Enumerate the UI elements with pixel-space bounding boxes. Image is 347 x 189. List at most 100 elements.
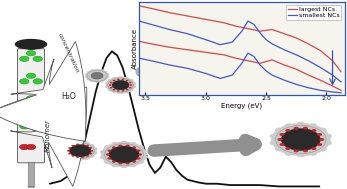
Circle shape (63, 114, 68, 117)
Circle shape (112, 91, 117, 93)
Circle shape (280, 148, 290, 153)
Circle shape (138, 148, 145, 152)
Circle shape (125, 142, 132, 146)
Circle shape (104, 71, 107, 73)
Circle shape (93, 69, 96, 71)
Circle shape (141, 155, 148, 159)
Circle shape (277, 55, 284, 59)
Circle shape (108, 89, 112, 91)
Circle shape (296, 152, 305, 157)
Circle shape (66, 144, 71, 147)
Circle shape (75, 118, 80, 120)
Circle shape (103, 148, 110, 152)
Circle shape (280, 133, 285, 136)
Circle shape (100, 69, 104, 71)
Circle shape (69, 121, 74, 124)
Circle shape (106, 153, 110, 156)
FancyBboxPatch shape (28, 162, 34, 186)
Circle shape (85, 73, 88, 75)
Circle shape (85, 76, 88, 78)
Circle shape (137, 145, 144, 149)
Circle shape (122, 90, 124, 91)
Circle shape (75, 121, 80, 124)
Circle shape (318, 55, 325, 59)
Circle shape (109, 84, 111, 86)
Text: Monomer: Monomer (45, 119, 51, 152)
Circle shape (90, 155, 95, 157)
Circle shape (309, 63, 313, 65)
Circle shape (285, 64, 292, 68)
Circle shape (91, 69, 94, 71)
Circle shape (285, 151, 294, 156)
Circle shape (107, 81, 111, 83)
Circle shape (90, 150, 93, 152)
Circle shape (303, 47, 306, 49)
Circle shape (270, 134, 279, 139)
Circle shape (98, 80, 101, 82)
Circle shape (116, 163, 123, 167)
Circle shape (104, 145, 111, 149)
Circle shape (104, 77, 108, 79)
Circle shape (19, 56, 29, 61)
Circle shape (87, 70, 107, 81)
Circle shape (270, 140, 279, 146)
Circle shape (276, 52, 283, 56)
Circle shape (71, 155, 74, 157)
Circle shape (319, 138, 324, 141)
Circle shape (294, 149, 299, 152)
Circle shape (108, 144, 115, 148)
Circle shape (65, 146, 70, 149)
Circle shape (106, 76, 110, 78)
Circle shape (310, 64, 317, 68)
Circle shape (133, 144, 140, 148)
Circle shape (130, 81, 134, 83)
Circle shape (323, 140, 332, 146)
Circle shape (315, 56, 320, 58)
Circle shape (130, 163, 137, 167)
Circle shape (63, 147, 68, 150)
Circle shape (26, 144, 36, 150)
Circle shape (132, 86, 136, 88)
Circle shape (57, 114, 62, 117)
Circle shape (297, 43, 304, 47)
Circle shape (26, 51, 36, 56)
Circle shape (124, 91, 129, 93)
Circle shape (288, 49, 293, 51)
Circle shape (104, 144, 144, 165)
Circle shape (75, 114, 80, 117)
Circle shape (69, 143, 74, 146)
Circle shape (285, 147, 290, 150)
Circle shape (281, 129, 320, 150)
Circle shape (275, 146, 284, 152)
Circle shape (63, 118, 68, 120)
Circle shape (118, 76, 123, 79)
Circle shape (89, 70, 93, 72)
Circle shape (279, 60, 286, 64)
Circle shape (71, 157, 76, 160)
Circle shape (285, 129, 290, 132)
Circle shape (81, 157, 86, 160)
Circle shape (275, 128, 284, 133)
Circle shape (308, 151, 317, 156)
Circle shape (315, 50, 323, 54)
Circle shape (315, 60, 323, 64)
Circle shape (126, 162, 129, 164)
Circle shape (63, 121, 68, 124)
Circle shape (108, 149, 111, 152)
Circle shape (113, 89, 115, 90)
Circle shape (296, 122, 305, 127)
Circle shape (126, 78, 131, 81)
Circle shape (86, 145, 89, 146)
Circle shape (95, 69, 99, 71)
Circle shape (19, 144, 29, 150)
Circle shape (130, 87, 134, 90)
Circle shape (26, 96, 36, 101)
Circle shape (57, 125, 62, 127)
Circle shape (295, 47, 299, 49)
Circle shape (63, 125, 68, 127)
Circle shape (131, 84, 136, 86)
Circle shape (314, 60, 318, 62)
Circle shape (285, 123, 294, 128)
Circle shape (278, 138, 283, 141)
Circle shape (110, 87, 112, 88)
